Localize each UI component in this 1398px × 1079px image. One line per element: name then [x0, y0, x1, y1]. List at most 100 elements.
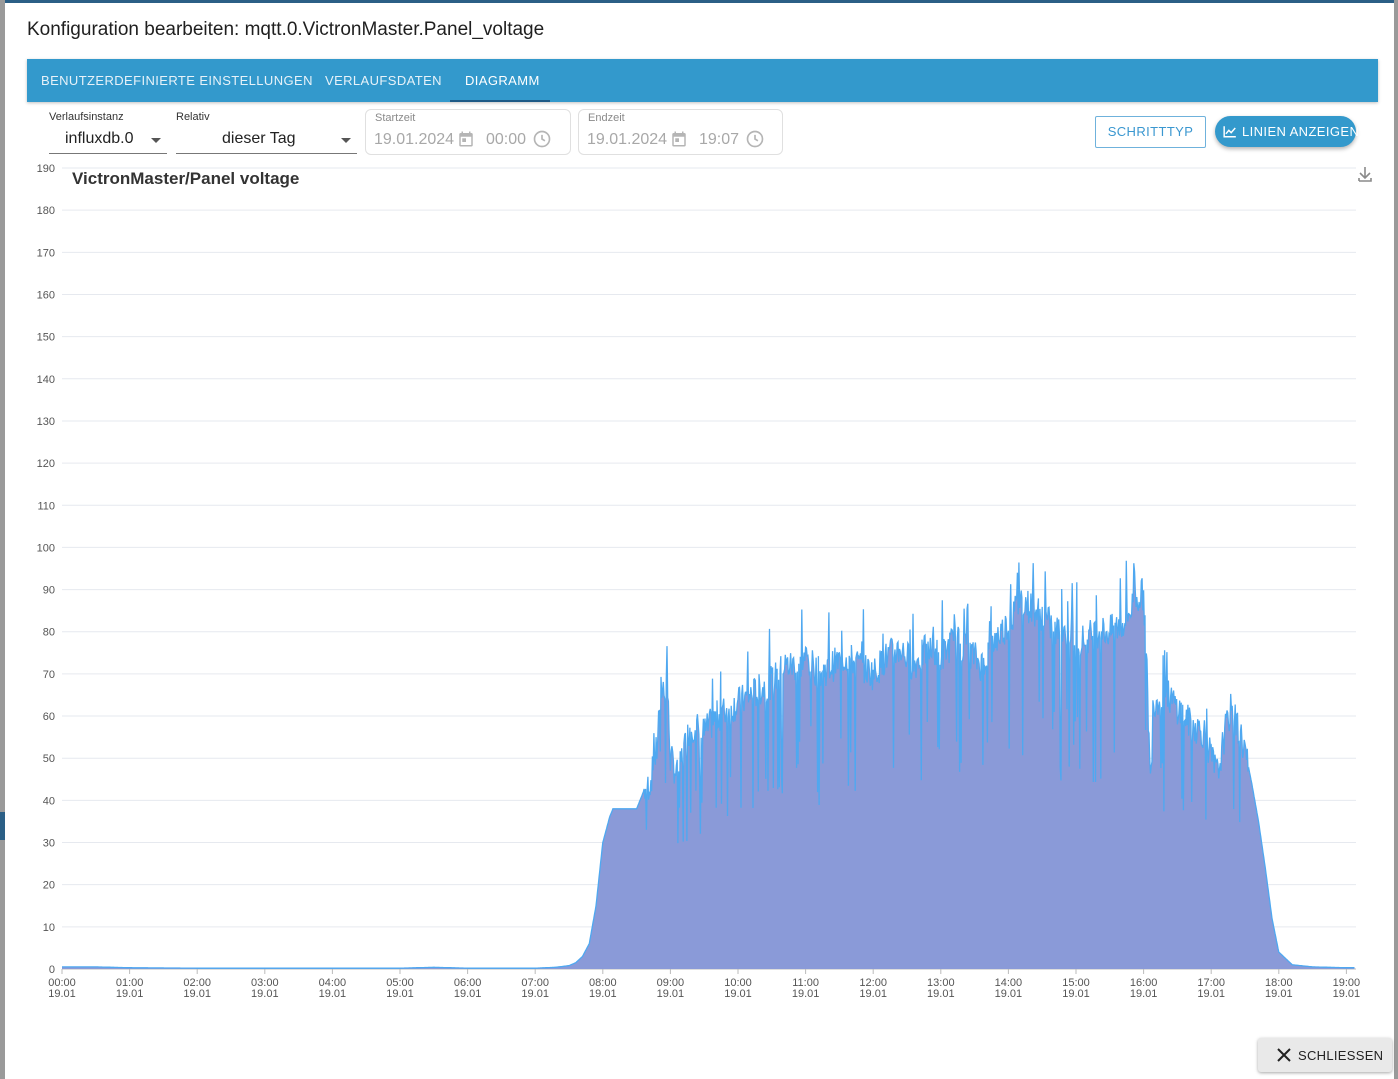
x-tick-label-time: 16:00 [1130, 977, 1158, 989]
download-icon[interactable] [1358, 167, 1372, 182]
x-tick-label-date: 19.01 [319, 988, 347, 1000]
end-time-label: Endzeit [588, 112, 625, 124]
y-tick-label: 110 [37, 500, 55, 512]
tab-history-data[interactable]: VERLAUFSDATEN [325, 73, 442, 88]
x-tick-label-time: 04:00 [319, 977, 347, 989]
x-tick-label-date: 19.01 [792, 988, 820, 1000]
background-app-strip [0, 0, 1398, 3]
close-label: SCHLIESSEN [1298, 1048, 1384, 1063]
chevron-down-icon [341, 138, 351, 143]
x-tick-label-time: 15:00 [1062, 977, 1090, 989]
start-date-value[interactable]: 19.01.2024 [374, 131, 455, 148]
y-tick-label: 170 [37, 247, 55, 259]
start-time-field[interactable]: Startzeit 19.01.2024 00:00 [365, 109, 571, 155]
instance-label: Verlaufsinstanz [49, 111, 124, 123]
x-tick-label-date: 19.01 [657, 988, 685, 1000]
y-tick-label: 20 [43, 880, 55, 892]
x-tick-label-date: 19.01 [1197, 988, 1225, 1000]
x-tick-label-time: 01:00 [116, 977, 144, 989]
x-tick-label-date: 19.01 [927, 988, 955, 1000]
y-tick-label: 190 [37, 163, 55, 175]
y-axis-ticks: 0 10 20 30 40 50 60 70 80 90 100 110 120 130 140 150 160… [37, 163, 55, 976]
chevron-down-icon [151, 138, 161, 143]
x-tick-label-date: 19.01 [1062, 988, 1090, 1000]
dialog-title: Konfiguration bearbeiten: mqtt.0.Victron… [27, 19, 545, 40]
y-tick-label: 30 [43, 838, 55, 850]
calendar-icon[interactable] [457, 130, 475, 148]
instance-select[interactable]: influxdb.0 [49, 125, 167, 154]
x-tick-label-time: 03:00 [251, 977, 279, 989]
x-tick-label-date: 19.01 [589, 988, 617, 1000]
x-tick-label-date: 19.01 [454, 988, 482, 1000]
x-tick-label-date: 19.01 [1265, 988, 1293, 1000]
x-tick-label-date: 19.01 [386, 988, 414, 1000]
show-lines-button[interactable]: LINIEN ANZEIGEN [1215, 116, 1360, 147]
series-line [62, 560, 1355, 969]
close-button[interactable]: SCHLIESSEN [1258, 1038, 1392, 1072]
calendar-icon[interactable] [670, 130, 688, 148]
clock-icon[interactable] [532, 129, 552, 149]
x-tick-label-time: 13:00 [927, 977, 955, 989]
background-app-right [1394, 0, 1398, 1079]
tab-custom-settings[interactable]: BENUTZERDEFINIERTE EINSTELLUNGEN [41, 73, 313, 88]
clock-icon[interactable] [745, 129, 765, 149]
y-tick-label: 150 [37, 332, 55, 344]
x-tick-label-time: 18:00 [1265, 977, 1293, 989]
x-tick-label-time: 06:00 [454, 977, 482, 989]
y-tick-label: 180 [37, 205, 55, 217]
background-app-left [0, 0, 5, 1079]
chart-line-icon [1223, 126, 1236, 138]
x-tick-label-time: 17:00 [1197, 977, 1225, 989]
series-area [62, 560, 1355, 969]
x-tick-label-date: 19.01 [859, 988, 887, 1000]
x-tick-label-time: 09:00 [657, 977, 685, 989]
y-tick-label: 40 [43, 795, 55, 807]
x-tick-label-time: 14:00 [995, 977, 1023, 989]
x-tick-label-date: 19.01 [251, 988, 279, 1000]
x-tick-label-time: 11:00 [792, 977, 819, 989]
relative-label: Relativ [176, 111, 210, 123]
y-tick-label: 10 [43, 922, 55, 934]
relative-select[interactable]: dieser Tag [176, 125, 357, 154]
y-tick-label: 120 [37, 458, 55, 470]
chart-series [62, 560, 1355, 969]
x-tick-label-date: 19.01 [1333, 988, 1361, 1000]
x-tick-label-time: 07:00 [521, 977, 549, 989]
x-tick-label-date: 19.01 [48, 988, 76, 1000]
end-date-value[interactable]: 19.01.2024 [587, 131, 668, 148]
x-tick-label-time: 08:00 [589, 977, 617, 989]
y-tick-label: 140 [37, 374, 55, 386]
y-tick-label: 70 [43, 669, 55, 681]
x-tick-label-time: 10:00 [724, 977, 752, 989]
end-time-field[interactable]: Endzeit 19.01.2024 19:07 [578, 109, 783, 155]
start-time-label: Startzeit [375, 112, 416, 124]
x-tick-label-time: 00:00 [48, 977, 76, 989]
y-tick-label: 0 [49, 964, 55, 976]
tab-bar: BENUTZERDEFINIERTE EINSTELLUNGEN VERLAUF… [27, 59, 1378, 102]
close-icon [1277, 1048, 1291, 1062]
x-axis-ticks: 00:0019.0101:0019.0102:0019.0103:0019.01… [48, 969, 1360, 1000]
chart-title: VictronMaster/Panel voltage [72, 169, 299, 188]
y-tick-label: 160 [37, 289, 55, 301]
start-time-value[interactable]: 00:00 [486, 131, 527, 148]
x-tick-label-time: 19:00 [1333, 977, 1361, 989]
font-type-button[interactable]: SCHRITTTYP [1095, 116, 1206, 148]
tab-chart[interactable]: DIAGRAMM [465, 73, 540, 88]
y-tick-label: 90 [43, 585, 55, 597]
x-tick-label-date: 19.01 [995, 988, 1023, 1000]
x-tick-label-date: 19.01 [724, 988, 752, 1000]
show-lines-label: LINIEN ANZEIGEN [1242, 124, 1360, 139]
x-tick-label-time: 05:00 [386, 977, 414, 989]
y-tick-label: 80 [43, 627, 55, 639]
relative-value: dieser Tag [222, 130, 296, 147]
end-time-value[interactable]: 19:07 [699, 131, 740, 148]
y-tick-label: 50 [43, 753, 55, 765]
x-tick-label-date: 19.01 [183, 988, 211, 1000]
x-tick-label-date: 19.01 [1130, 988, 1158, 1000]
y-tick-label: 60 [43, 711, 55, 723]
instance-value: influxdb.0 [65, 130, 134, 147]
x-tick-label-time: 02:00 [183, 977, 211, 989]
x-tick-label-time: 12:00 [859, 977, 887, 989]
active-tab-indicator [450, 100, 550, 102]
